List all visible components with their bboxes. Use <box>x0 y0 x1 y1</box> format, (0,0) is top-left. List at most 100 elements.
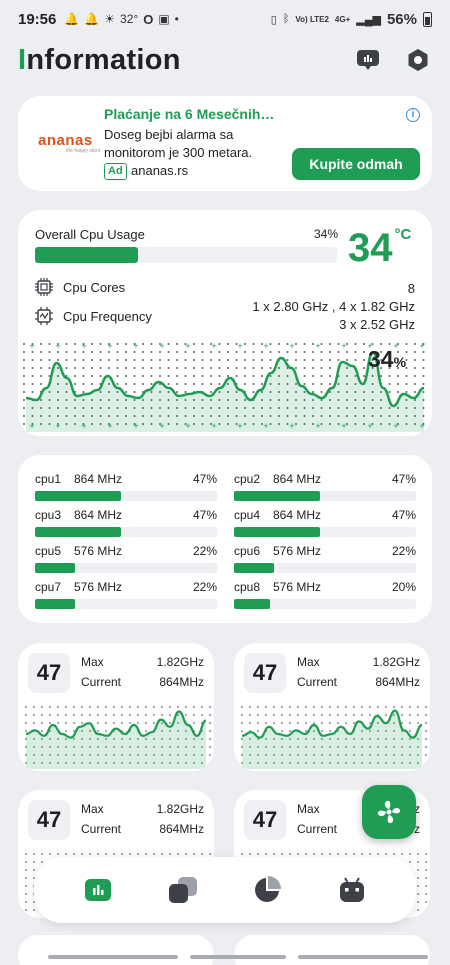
core-card[interactable]: 47 Max 1.82GHz Current 864MHz <box>18 643 214 771</box>
grid-dot <box>241 853 243 855</box>
grid-dot <box>65 343 68 345</box>
grid-dot <box>145 762 147 764</box>
grid-dot <box>218 383 221 385</box>
grid-dot <box>425 738 427 740</box>
grid-dot <box>133 407 136 409</box>
grid-dot <box>409 714 411 716</box>
grid-dot <box>286 423 289 425</box>
grid-dot <box>289 853 291 855</box>
grid-dot <box>105 706 107 708</box>
grid-dot <box>297 853 299 855</box>
grid-dot <box>261 343 263 345</box>
grid-dot <box>176 391 178 393</box>
grid-dot <box>388 423 391 425</box>
grid-dot <box>388 407 391 409</box>
grid-dot <box>417 738 419 740</box>
grid-dot <box>201 383 204 385</box>
grid-dot <box>329 706 331 708</box>
core-bar <box>234 563 416 573</box>
grid-dot <box>23 423 25 425</box>
cpu-frequency-label: Cpu Frequency <box>63 308 152 324</box>
grid-dot <box>405 391 408 393</box>
grid-dot <box>25 893 27 895</box>
grid-dot <box>417 762 419 764</box>
grid-dot <box>25 909 27 911</box>
grid-plus-marker: + <box>341 421 346 431</box>
core-card[interactable]: 47 Max 1.82GHz Current 864MHz <box>234 643 430 771</box>
grid-dot <box>337 415 340 417</box>
core-bar-fill <box>234 491 320 501</box>
grid-dot <box>108 359 110 361</box>
grid-dot <box>273 853 275 855</box>
grid-dot <box>105 746 107 748</box>
grid-dot <box>159 391 161 393</box>
grid-dot <box>125 343 127 345</box>
grid-dot <box>417 877 419 879</box>
grid-dot <box>201 367 204 369</box>
grid-dot <box>65 730 67 732</box>
ad-card[interactable]: ananas the happy store Plaćanje na 6 Mes… <box>18 96 432 191</box>
grid-dot <box>185 754 187 756</box>
core-usage-number: 47 <box>244 800 286 840</box>
pie-chart-icon <box>255 876 282 902</box>
ad-cta-button[interactable]: Kupite odmah <box>292 148 420 180</box>
network-type: 4G+ <box>334 14 351 24</box>
grid-dot <box>380 423 382 425</box>
grid-dot <box>393 706 395 708</box>
core-percent: 22% <box>192 580 217 594</box>
grid-dot <box>380 399 382 401</box>
grid-dot <box>125 399 127 401</box>
grid-dot <box>159 367 161 369</box>
grid-dot <box>184 415 187 417</box>
grid-dot <box>99 351 102 353</box>
nav-statistics[interactable] <box>250 873 284 907</box>
grid-dot <box>371 415 374 417</box>
grid-dot <box>377 754 379 756</box>
grid-dot <box>169 738 171 740</box>
nav-dashboard[interactable] <box>81 873 115 907</box>
info-icon[interactable]: i <box>406 108 420 122</box>
grid-dot <box>273 754 275 756</box>
grid-dot <box>241 706 243 708</box>
grid-plus-marker: + <box>367 421 372 431</box>
grid-dot <box>312 367 314 369</box>
core-bar <box>35 599 217 609</box>
device-icon[interactable] <box>354 46 382 74</box>
grid-dot <box>150 407 153 409</box>
grid-dot <box>65 853 67 855</box>
grid-dot <box>265 853 267 855</box>
grid-dot <box>297 738 299 740</box>
gesture-bar-right <box>298 955 428 959</box>
nav-layers[interactable] <box>166 873 200 907</box>
grid-dot <box>377 853 379 855</box>
overall-cpu-label: Overall Cpu Usage <box>35 227 145 242</box>
grid-dot <box>329 343 331 345</box>
grid-dot <box>363 359 365 361</box>
chart-area <box>242 710 422 769</box>
chart-line <box>25 350 425 408</box>
grid-dot <box>329 359 331 361</box>
fan-button[interactable] <box>362 785 416 839</box>
grid-dot <box>388 359 391 361</box>
grid-dot <box>363 399 365 401</box>
grid-dot <box>89 746 91 748</box>
grid-dot <box>329 351 331 353</box>
max-label: Max <box>297 655 320 669</box>
grid-dot <box>278 423 280 425</box>
settings-hexagon-icon[interactable] <box>404 46 432 74</box>
grid-dot <box>409 746 411 748</box>
nav-android[interactable] <box>335 873 369 907</box>
grid-dot <box>235 351 238 353</box>
ad-title[interactable]: Plaćanje na 6 Mesečnih… <box>104 106 275 122</box>
grid-dot <box>65 391 68 393</box>
grid-dot <box>305 853 307 855</box>
grid-dot <box>89 762 91 764</box>
grid-dot <box>414 351 416 353</box>
grid-dot <box>235 423 238 425</box>
grid-dot <box>329 367 331 369</box>
grid-dot <box>303 351 306 353</box>
grid-dot <box>159 359 161 361</box>
grid-dot <box>320 415 323 417</box>
grid-dot <box>150 375 153 377</box>
grid-dot <box>145 706 147 708</box>
